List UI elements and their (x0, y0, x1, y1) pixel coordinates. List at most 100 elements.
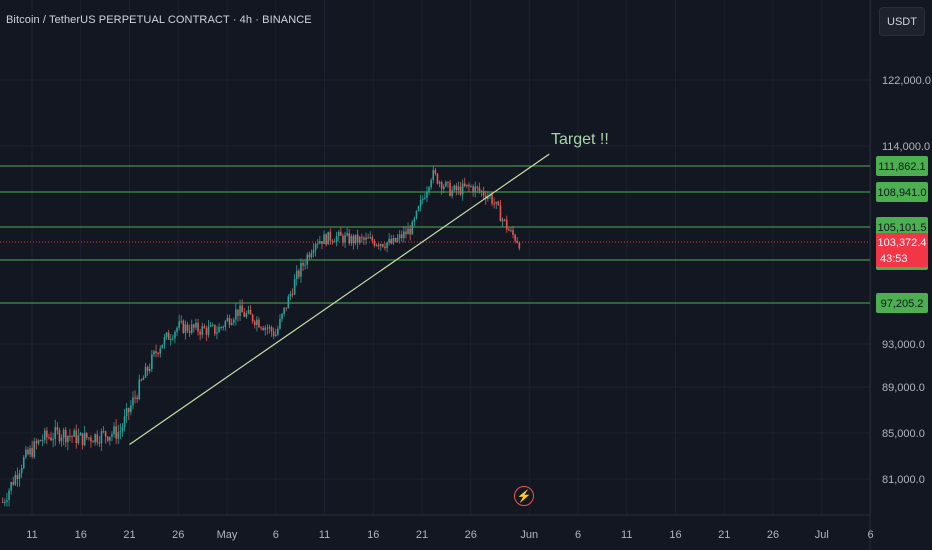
candle-body (174, 331, 176, 339)
candle-body (25, 449, 27, 458)
candle-body (419, 199, 422, 207)
level-price-label: 111,862.1 (878, 161, 925, 173)
x-tick-label: 21 (416, 529, 428, 541)
candle-body (155, 351, 157, 354)
x-tick-label: 26 (465, 529, 477, 541)
candle-body (211, 324, 214, 326)
candle-body (29, 448, 31, 455)
candle-body (180, 320, 183, 322)
candle-body (39, 440, 42, 442)
candle-body (203, 326, 206, 329)
candle-body (287, 296, 290, 309)
flash-icon[interactable]: ⚡ (514, 486, 534, 506)
candle-body (314, 243, 317, 250)
candle-body (421, 198, 424, 200)
trendline-layer (129, 153, 550, 445)
candle-body (125, 408, 128, 417)
candle-body (501, 219, 504, 222)
candle-body (182, 320, 185, 333)
candle-body (79, 433, 82, 436)
candle-body (88, 437, 90, 439)
candle-body (300, 262, 302, 277)
candle-body (321, 241, 323, 244)
candle-body (172, 338, 174, 340)
candles (1, 166, 521, 507)
currency-button[interactable]: USDT (879, 7, 925, 36)
candle-body (104, 431, 107, 437)
candle-body (451, 190, 453, 196)
trendline (129, 153, 550, 445)
candle-body (220, 326, 222, 328)
candle-body (493, 203, 495, 205)
candle-body (31, 448, 33, 457)
candle-body (50, 437, 52, 441)
candle-body (245, 313, 248, 317)
candle-body (62, 429, 65, 438)
symbol-title[interactable]: Bitcoin / TetherUS PERPETUAL CONTRACT · … (6, 14, 312, 26)
x-tick-label: 11 (621, 529, 632, 541)
candle-body (193, 324, 195, 328)
candle-body (247, 309, 250, 314)
price-axis[interactable]: 122,000.0 114,000.0 93,000.0 89,000.0 85,000… (876, 75, 931, 486)
candle-body (413, 218, 416, 222)
candle-body (411, 221, 414, 235)
candle-body (109, 436, 111, 441)
last-price-label: 103,372.4 (878, 237, 927, 249)
candle-body (285, 307, 288, 309)
x-tick-label: 26 (172, 529, 184, 541)
candle-body (151, 354, 153, 370)
candle-body (64, 429, 67, 443)
candle-body (428, 187, 430, 192)
candle-body (239, 305, 241, 316)
candle-body (197, 322, 199, 332)
candle-body (92, 441, 94, 443)
candle-body (516, 240, 519, 243)
candle-body (127, 408, 130, 413)
candle-body (98, 442, 101, 444)
candle-body (354, 234, 357, 244)
candle-body (478, 187, 481, 191)
candle-body (415, 210, 418, 219)
candle-body (295, 270, 298, 280)
x-tick-label: 11 (26, 529, 37, 541)
x-tick-label: May (217, 529, 238, 541)
candle-body (268, 327, 271, 329)
candle-body (178, 321, 180, 328)
candle-body (442, 186, 445, 189)
candle-body (272, 331, 275, 337)
candle-body (518, 242, 521, 249)
candle-body (96, 434, 99, 443)
level-price-tag (876, 156, 928, 176)
candle-body (327, 231, 330, 245)
candle-body (289, 293, 292, 297)
candle-body (283, 307, 285, 314)
candle-body (201, 326, 204, 335)
candle-countdown: 43:53 (880, 253, 908, 265)
candle-body (476, 186, 479, 188)
time-axis[interactable]: 11 16 21 26 May 6 11 16 21 26 Jun 6 11 16 21 26 Jul 6 (26, 529, 873, 541)
candle-body (85, 432, 88, 438)
level-price-label: 105,101.5 (878, 222, 927, 234)
candle-body (56, 427, 59, 431)
candle-body (136, 397, 138, 400)
candle-body (405, 231, 407, 235)
x-tick-label: 6 (575, 529, 581, 541)
candle-body (417, 206, 420, 211)
candle-body (148, 369, 151, 372)
x-tick-label: 16 (669, 529, 681, 541)
candle-body (20, 467, 23, 474)
candle-body (243, 312, 246, 317)
candle-body (348, 233, 351, 244)
level-price-label: 97,205.2 (881, 298, 924, 310)
candle-body (310, 253, 313, 258)
candle-body (18, 473, 21, 479)
candle-body (361, 237, 363, 239)
x-tick-label: 21 (718, 529, 730, 541)
candle-body (58, 430, 61, 442)
candle-body (46, 430, 48, 438)
candle-body (337, 231, 340, 237)
horizontal-levels (0, 165, 870, 304)
y-tick-label: 93,000.0 (882, 339, 925, 351)
candle-body (394, 238, 397, 242)
